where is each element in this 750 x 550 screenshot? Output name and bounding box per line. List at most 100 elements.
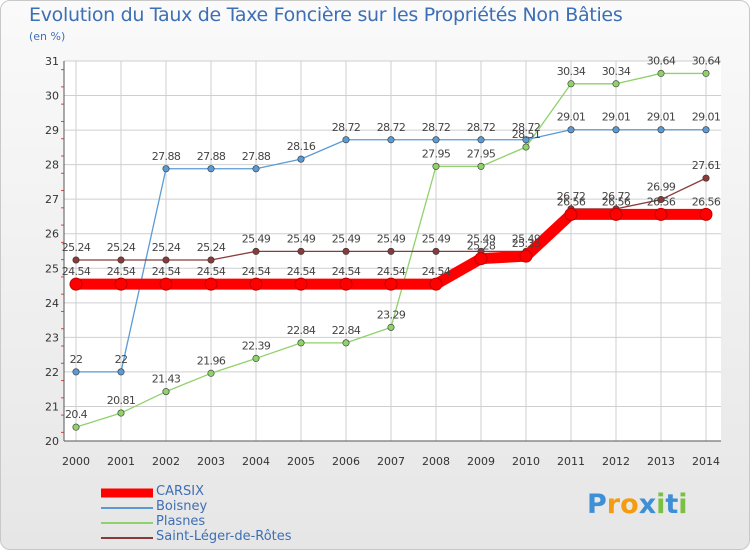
- x-tick-label: 2013: [647, 455, 675, 468]
- data-label: 23.29: [377, 308, 406, 321]
- data-point: [567, 80, 575, 88]
- chart-title: Evolution du Taux de Taxe Foncière sur l…: [29, 4, 623, 26]
- x-tick-label: 2002: [152, 455, 180, 468]
- data-label: 28.16: [287, 140, 316, 153]
- data-point: [342, 339, 350, 347]
- data-label: 25.24: [197, 241, 226, 254]
- data-label: 27.88: [197, 150, 226, 163]
- data-label: 30.64: [692, 54, 721, 67]
- x-tick-label: 2012: [602, 455, 630, 468]
- data-label: 24.54: [332, 265, 361, 278]
- data-point: [432, 162, 440, 170]
- x-tick-label: 2014: [692, 455, 720, 468]
- data-point: [117, 409, 125, 417]
- x-tick-label: 2004: [242, 455, 270, 468]
- data-label: 26.56: [647, 195, 676, 208]
- data-label: 24.54: [197, 265, 226, 278]
- data-point: [207, 165, 215, 173]
- x-tick-label: 2006: [332, 455, 360, 468]
- data-point: [207, 369, 215, 377]
- data-point: [72, 256, 80, 264]
- data-label: 26.56: [602, 195, 631, 208]
- legend-label: Saint-Léger-de-Rôtes: [156, 529, 292, 544]
- data-label: 22: [70, 353, 83, 366]
- data-label: 28.72: [422, 121, 451, 134]
- data-point: [432, 136, 440, 144]
- data-point: [387, 136, 395, 144]
- data-point: [657, 196, 665, 204]
- x-tick-label: 2005: [287, 455, 315, 468]
- data-point: [297, 247, 305, 255]
- data-point: [699, 207, 713, 221]
- data-point: [114, 277, 128, 291]
- data-label: 28.72: [512, 121, 541, 134]
- legend-swatch: [101, 488, 153, 497]
- data-point: [162, 165, 170, 173]
- x-tick-label: 2001: [107, 455, 135, 468]
- data-point: [702, 69, 710, 77]
- data-point: [432, 247, 440, 255]
- data-point: [612, 126, 620, 134]
- data-point: [387, 247, 395, 255]
- data-point: [522, 136, 530, 144]
- data-label: 20.4: [65, 408, 88, 421]
- data-label: 29.01: [692, 111, 721, 124]
- data-point: [162, 256, 170, 264]
- data-label: 24.54: [62, 265, 91, 278]
- y-tick-label: 28: [45, 159, 59, 172]
- data-point: [477, 162, 485, 170]
- y-tick-label: 20: [45, 435, 59, 448]
- data-label: 28.72: [377, 121, 406, 134]
- y-tick-label: 31: [45, 55, 59, 68]
- data-label: 25.49: [242, 232, 271, 245]
- data-point: [162, 388, 170, 396]
- data-label: 24.54: [377, 265, 406, 278]
- legend-swatch: [101, 506, 153, 509]
- data-label: 25.24: [152, 241, 181, 254]
- data-label: 27.88: [242, 150, 271, 163]
- data-label: 27.95: [422, 147, 451, 160]
- data-point: [654, 207, 668, 221]
- x-tick-label: 2008: [422, 455, 450, 468]
- data-label: 24.54: [242, 265, 271, 278]
- data-point: [294, 277, 308, 291]
- y-tick-label: 24: [45, 297, 59, 310]
- data-label: 29.01: [557, 111, 586, 124]
- data-point: [159, 277, 173, 291]
- data-label: 27.61: [692, 159, 721, 172]
- data-label: 27.95: [467, 147, 496, 160]
- data-label: 30.34: [557, 65, 586, 78]
- y-tick-label: 27: [45, 193, 59, 206]
- data-label: 25.49: [422, 232, 451, 245]
- y-tick-label: 23: [45, 331, 59, 344]
- data-point: [477, 136, 485, 144]
- data-point: [609, 207, 623, 221]
- data-label: 25.49: [377, 232, 406, 245]
- data-label: 25.24: [62, 241, 91, 254]
- data-point: [702, 126, 710, 134]
- data-point: [252, 247, 260, 255]
- data-label: 25.49: [287, 232, 316, 245]
- data-point: [519, 249, 533, 263]
- data-point: [384, 277, 398, 291]
- data-label: 28.72: [332, 121, 361, 134]
- data-label: 21.43: [152, 373, 181, 386]
- legend-label: Plasnes: [156, 514, 206, 529]
- data-point: [72, 423, 80, 431]
- data-point: [612, 80, 620, 88]
- x-tick-label: 2011: [557, 455, 585, 468]
- data-label: 22.84: [332, 324, 361, 337]
- data-label: 21.96: [197, 354, 226, 367]
- data-point: [387, 323, 395, 331]
- data-label: 28.51: [512, 128, 541, 141]
- unit-label: (en %): [29, 30, 66, 43]
- data-label: 25.49: [332, 232, 361, 245]
- data-label: 20.81: [107, 394, 136, 407]
- y-tick-label: 21: [45, 400, 59, 413]
- data-point: [117, 368, 125, 376]
- data-label: 25.24: [107, 241, 136, 254]
- data-label: 29.01: [602, 111, 631, 124]
- data-label: 25.49: [512, 232, 541, 245]
- data-point: [252, 354, 260, 362]
